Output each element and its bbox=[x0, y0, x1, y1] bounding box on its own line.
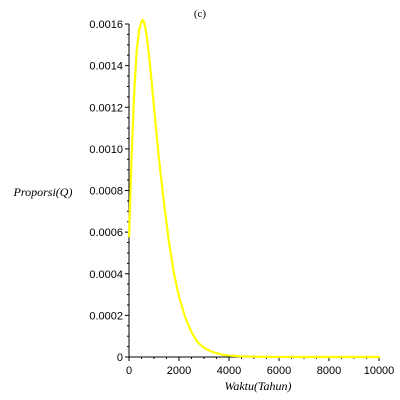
plot-area bbox=[127, 18, 381, 359]
y-tick-label: 0.0004 bbox=[89, 269, 123, 281]
x-tick-label: 4000 bbox=[217, 365, 241, 377]
y-axis-ticks: 0 0.0002 0.0004 0.0006 0.0008 0.0010 0.0012 0.0… bbox=[89, 19, 129, 364]
x-tick-label: 6000 bbox=[267, 365, 291, 377]
x-tick-label: 2000 bbox=[167, 365, 191, 377]
chart-title: (c) bbox=[194, 8, 207, 20]
y-axis-title: Proporsi(Q) bbox=[13, 185, 73, 199]
x-tick-label: 10000 bbox=[364, 365, 395, 377]
y-tick-label: 0.0012 bbox=[89, 102, 123, 114]
series-line bbox=[127, 18, 381, 359]
y-tick-label: 0 bbox=[117, 352, 123, 364]
x-axis-title: Waktu(Tahun) bbox=[224, 379, 291, 393]
y-tick-label: 0.0002 bbox=[89, 310, 123, 322]
y-tick-label: 0.0010 bbox=[89, 144, 123, 156]
y-tick-label: 0.0006 bbox=[89, 227, 123, 239]
y-tick-label: 0.0008 bbox=[89, 186, 123, 198]
x-tick-label: 0 bbox=[126, 365, 132, 377]
y-tick-label: 0.0016 bbox=[89, 19, 123, 31]
y-tick-label: 0.0014 bbox=[89, 61, 123, 73]
x-tick-label: 8000 bbox=[317, 365, 341, 377]
